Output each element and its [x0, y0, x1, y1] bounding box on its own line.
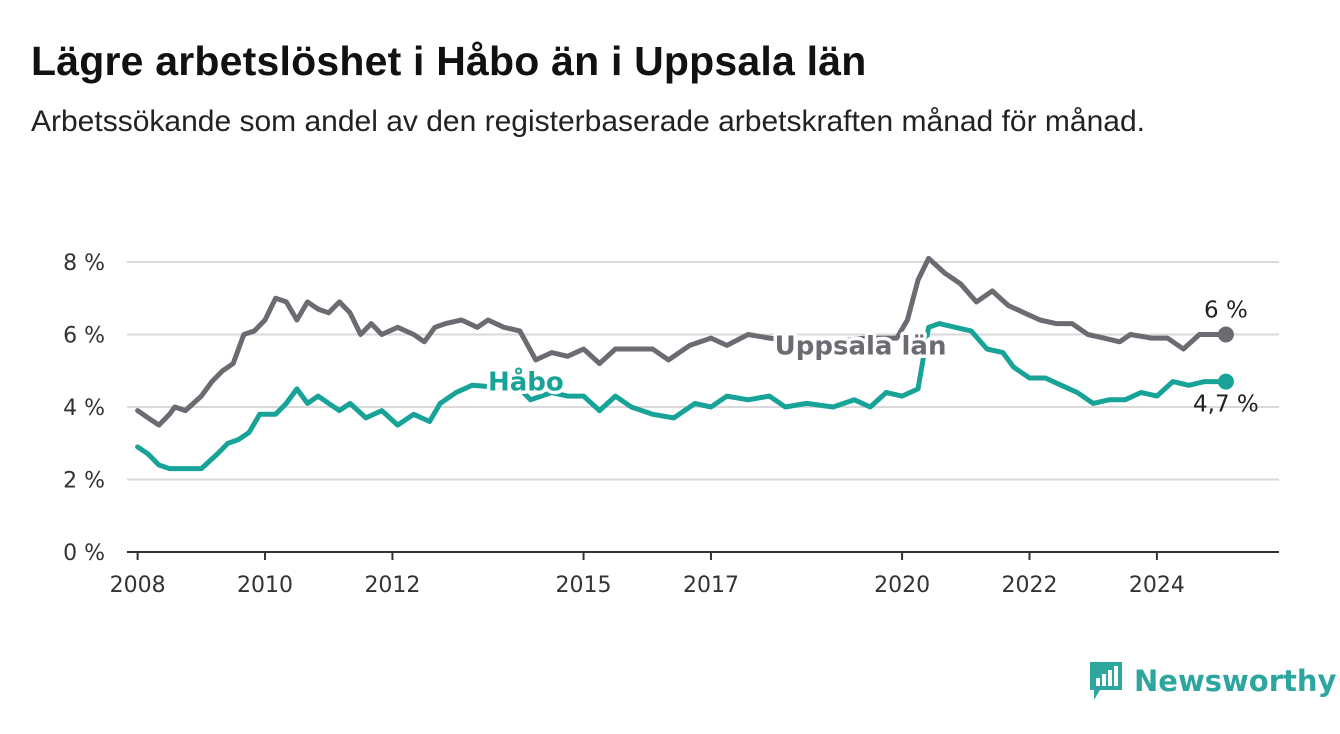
y-tick-label: 4 %: [63, 396, 105, 421]
brand-logo: Newsworthy: [1088, 660, 1336, 702]
brand-name: Newsworthy: [1134, 664, 1337, 698]
x-tick-label: 2015: [556, 573, 612, 598]
x-tick-label: 2012: [364, 573, 420, 598]
chart-title: Lägre arbetslöshet i Håbo än i Uppsala l…: [31, 38, 867, 84]
end-label-uppsala: 6 %: [1204, 298, 1248, 324]
end-point-habo: [1217, 373, 1234, 390]
y-tick-label: 0 %: [63, 541, 105, 566]
series-label-uppsala: Uppsala län: [775, 331, 947, 361]
series-label-habo: Håbo: [488, 366, 564, 398]
end-point-uppsala: [1217, 326, 1234, 343]
x-tick-label: 2020: [874, 573, 930, 598]
series-line-habo: [135, 321, 1229, 472]
chart-subtitle: Arbetssökande som andel av den registerb…: [31, 105, 1145, 138]
x-tick-label: 2024: [1129, 573, 1185, 598]
end-label-habo: 4,7 %: [1193, 392, 1259, 418]
x-tick-label: 2022: [1001, 573, 1057, 598]
x-tick-label: 2010: [237, 573, 293, 598]
series-line-uppsala: [135, 255, 1229, 428]
x-tick-label: 2008: [110, 573, 166, 598]
x-tick-label: 2017: [683, 573, 739, 598]
newsworthy-logo-icon: [1090, 662, 1122, 700]
y-tick-label: 6 %: [63, 324, 105, 349]
y-tick-label: 2 %: [63, 469, 105, 494]
y-tick-label: 8 %: [63, 251, 105, 276]
